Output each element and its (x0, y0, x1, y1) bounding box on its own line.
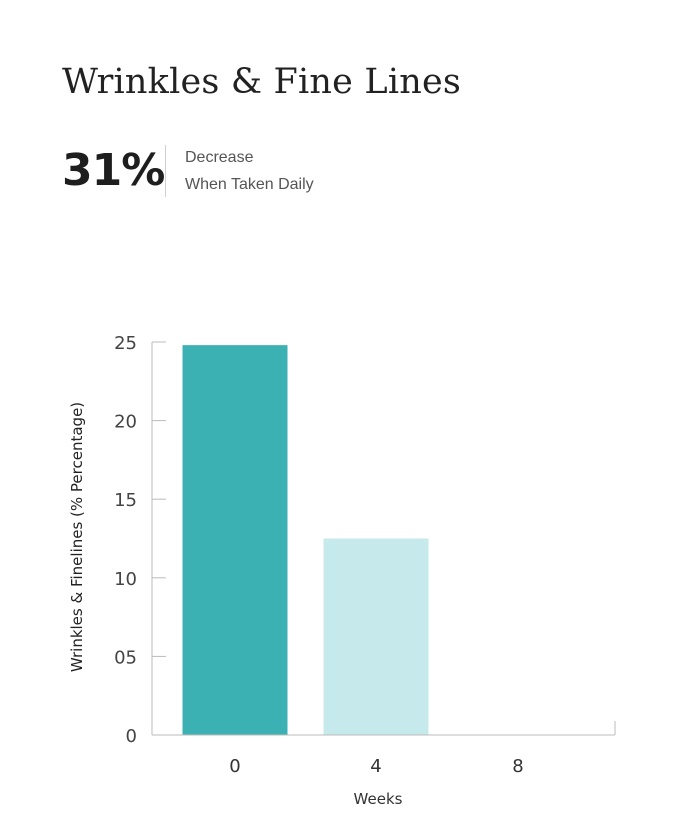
bar-chart: 0 05 10 15 20 25 0 4 8 Wrinkles & Finelines (% … (68, 333, 616, 808)
bar-week-4 (323, 538, 429, 735)
y-tick-label: 25 (114, 333, 137, 354)
y-ticks-group: 0 05 10 15 20 25 (114, 333, 166, 747)
y-tick-label: 10 (114, 569, 137, 590)
x-axis-label: Weeks (354, 790, 403, 808)
stat-divider (165, 145, 166, 197)
stat-caption-line1: Decrease (185, 149, 254, 166)
stat-value: 31% (62, 145, 165, 196)
chart-title: Wrinkles & Fine Lines (62, 62, 462, 102)
y-tick-label: 05 (114, 647, 137, 668)
y-tick-label: 20 (114, 412, 137, 433)
y-axis-label: Wrinkles & Finelines (% Percentage) (68, 402, 86, 672)
x-tick-label: 8 (512, 756, 523, 777)
y-tick-label: 0 (126, 726, 137, 747)
bar-week-0 (182, 345, 288, 735)
y-tick-label: 15 (114, 490, 137, 511)
stat-caption-line2: When Taken Daily (185, 176, 314, 193)
x-ticks-group: 0 4 8 (229, 756, 523, 777)
bars-group (182, 345, 429, 735)
x-tick-label: 0 (229, 756, 240, 777)
x-tick-label: 4 (370, 756, 381, 777)
